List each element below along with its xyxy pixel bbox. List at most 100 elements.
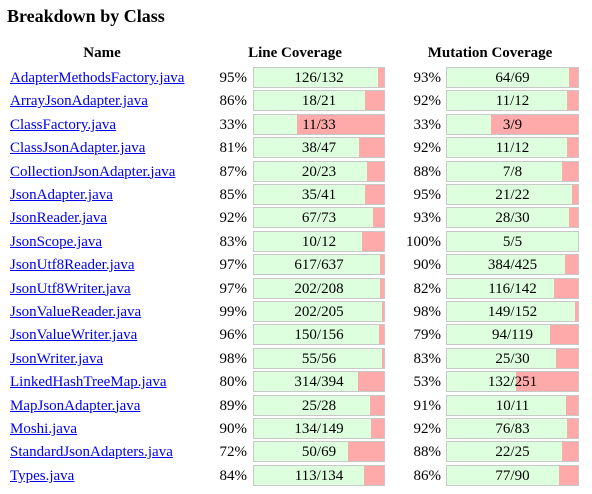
class-link[interactable]: JsonValueReader.java xyxy=(10,304,142,320)
mutation-coverage-fill xyxy=(447,138,568,158)
line-coverage-count: 25/28 xyxy=(301,397,337,414)
column-header-mutation-coverage: Mutation Coverage xyxy=(427,45,553,61)
class-link[interactable]: JsonUtf8Reader.java xyxy=(10,257,135,274)
line-coverage-count: 67/73 xyxy=(301,210,337,227)
mutation-coverage-count: 64/69 xyxy=(495,70,530,86)
line-coverage-percent: 72% xyxy=(219,444,248,461)
table-row: JsonValueReader.java 99% 202/205 98% 149/152 xyxy=(0,301,592,324)
class-link[interactable]: MapJsonAdapter.java xyxy=(10,397,141,414)
mutation-coverage-count: 21/22 xyxy=(495,187,530,203)
mutation-coverage-percent: 90% xyxy=(413,257,442,274)
line-coverage-bar: 617/637 xyxy=(253,254,385,276)
line-coverage-count: 202/205 xyxy=(294,304,344,320)
class-link[interactable]: LinkedHashTreeMap.java xyxy=(10,374,167,391)
mutation-coverage-count: 76/83 xyxy=(495,421,530,437)
line-coverage-bar: 202/208 xyxy=(253,277,385,299)
line-coverage-percent: 95% xyxy=(219,70,248,86)
table-row: Moshi.java 90% 134/149 92% 76/83 xyxy=(0,418,592,441)
table-row: JsonUtf8Writer.java 97% 202/208 82% 116/142 xyxy=(0,277,592,301)
class-link[interactable]: Types.java xyxy=(10,467,75,484)
class-link[interactable]: ClassFactory.java xyxy=(10,116,117,133)
line-coverage-fill xyxy=(254,348,382,368)
mutation-coverage-fill xyxy=(447,465,560,485)
line-coverage-fill xyxy=(254,302,383,321)
line-coverage-fill xyxy=(254,185,365,204)
line-coverage-bar: 18/21 xyxy=(253,90,385,112)
line-coverage-count: 55/56 xyxy=(301,350,337,367)
mutation-coverage-bar: 76/83 xyxy=(446,418,579,439)
line-coverage-percent: 99% xyxy=(219,304,248,320)
line-coverage-bar: 113/134 xyxy=(253,464,385,486)
class-link[interactable]: AdapterMethodsFactory.java xyxy=(10,70,185,86)
class-link[interactable]: ClassJsonAdapter.java xyxy=(10,140,146,157)
class-link[interactable]: CollectionJsonAdapter.java xyxy=(10,163,176,180)
class-link[interactable]: ArrayJsonAdapter.java xyxy=(10,93,148,110)
class-link[interactable]: JsonUtf8Writer.java xyxy=(10,280,131,297)
line-coverage-percent: 81% xyxy=(219,140,248,157)
mutation-coverage-fill xyxy=(447,68,569,87)
mutation-coverage-bar: 116/142 xyxy=(446,277,579,299)
mutation-coverage-fill xyxy=(447,372,516,392)
line-coverage-fill xyxy=(254,255,380,275)
line-coverage-count: 11/33 xyxy=(302,116,336,133)
mutation-coverage-percent: 98% xyxy=(413,304,442,320)
table-row: JsonReader.java 92% 67/73 93% 28/30 xyxy=(0,207,592,230)
line-coverage-fill xyxy=(254,442,349,462)
table-row: JsonAdapter.java 85% 35/41 95% 21/22 xyxy=(0,184,592,207)
mutation-coverage-count: 132/251 xyxy=(487,374,538,391)
mutation-coverage-bar: 94/119 xyxy=(446,324,579,346)
mutation-coverage-fill xyxy=(447,231,578,251)
line-coverage-count: 38/47 xyxy=(301,140,337,157)
mutation-coverage-bar: 5/5 xyxy=(446,230,579,252)
table-row: ClassFactory.java 33% 11/33 33% 3/9 xyxy=(0,113,592,137)
mutation-coverage-percent: 92% xyxy=(413,421,442,437)
mutation-coverage-bar: 22/25 xyxy=(446,441,579,463)
mutation-coverage-bar: 7/8 xyxy=(446,160,579,182)
line-coverage-fill xyxy=(254,278,381,298)
page-title: Breakdown by Class xyxy=(7,6,165,26)
line-coverage-fill xyxy=(254,325,379,345)
line-coverage-count: 20/23 xyxy=(301,163,337,180)
mutation-coverage-percent: 91% xyxy=(413,397,442,414)
mutation-coverage-percent: 92% xyxy=(413,93,442,110)
class-link[interactable]: JsonAdapter.java xyxy=(10,187,113,203)
class-link[interactable]: StandardJsonAdapters.java xyxy=(10,444,173,461)
class-link[interactable]: JsonValueWriter.java xyxy=(10,327,138,344)
class-link[interactable]: JsonScope.java xyxy=(10,233,103,250)
line-coverage-count: 134/149 xyxy=(294,421,344,437)
line-coverage-percent: 84% xyxy=(219,467,248,484)
mutation-coverage-bar: 11/12 xyxy=(446,90,579,112)
class-link[interactable]: JsonReader.java xyxy=(10,210,108,227)
mutation-coverage-bar: 77/90 xyxy=(446,464,579,486)
line-coverage-bar: 134/149 xyxy=(253,418,385,439)
table-row: Types.java 84% 113/134 86% 77/90 xyxy=(0,464,592,488)
line-coverage-bar: 314/394 xyxy=(253,371,385,393)
mutation-coverage-count: 28/30 xyxy=(495,210,530,227)
line-coverage-percent: 83% xyxy=(219,233,248,250)
line-coverage-bar: 67/73 xyxy=(253,207,385,229)
line-coverage-count: 113/134 xyxy=(294,467,344,484)
line-coverage-count: 617/637 xyxy=(294,257,344,274)
mutation-coverage-percent: 92% xyxy=(413,140,442,157)
mutation-coverage-percent: 53% xyxy=(413,374,442,391)
line-coverage-bar: 10/12 xyxy=(253,230,385,252)
table-row: JsonWriter.java 98% 55/56 83% 25/30 xyxy=(0,347,592,371)
line-coverage-bar: 55/56 xyxy=(253,347,385,369)
table-row: JsonUtf8Reader.java 97% 617/637 90% 384/425 xyxy=(0,254,592,277)
table-row: JsonValueWriter.java 96% 150/156 79% 94/119 xyxy=(0,324,592,347)
mutation-coverage-fill xyxy=(447,208,570,228)
table-row: CollectionJsonAdapter.java 87% 20/23 88% 7/8 xyxy=(0,160,592,184)
line-coverage-percent: 80% xyxy=(219,374,248,391)
mutation-coverage-count: 94/119 xyxy=(491,327,534,344)
line-coverage-percent: 97% xyxy=(219,257,248,274)
mutation-coverage-count: 11/12 xyxy=(495,140,530,157)
line-coverage-fill xyxy=(254,138,360,158)
column-header-name: Name xyxy=(83,45,121,61)
mutation-coverage-bar: 21/22 xyxy=(446,184,579,205)
class-link[interactable]: JsonWriter.java xyxy=(10,350,104,367)
line-coverage-fill xyxy=(254,114,298,134)
class-link[interactable]: Moshi.java xyxy=(10,421,78,437)
line-coverage-fill xyxy=(254,372,358,392)
mutation-coverage-fill xyxy=(447,442,563,462)
line-coverage-count: 126/132 xyxy=(294,70,344,86)
